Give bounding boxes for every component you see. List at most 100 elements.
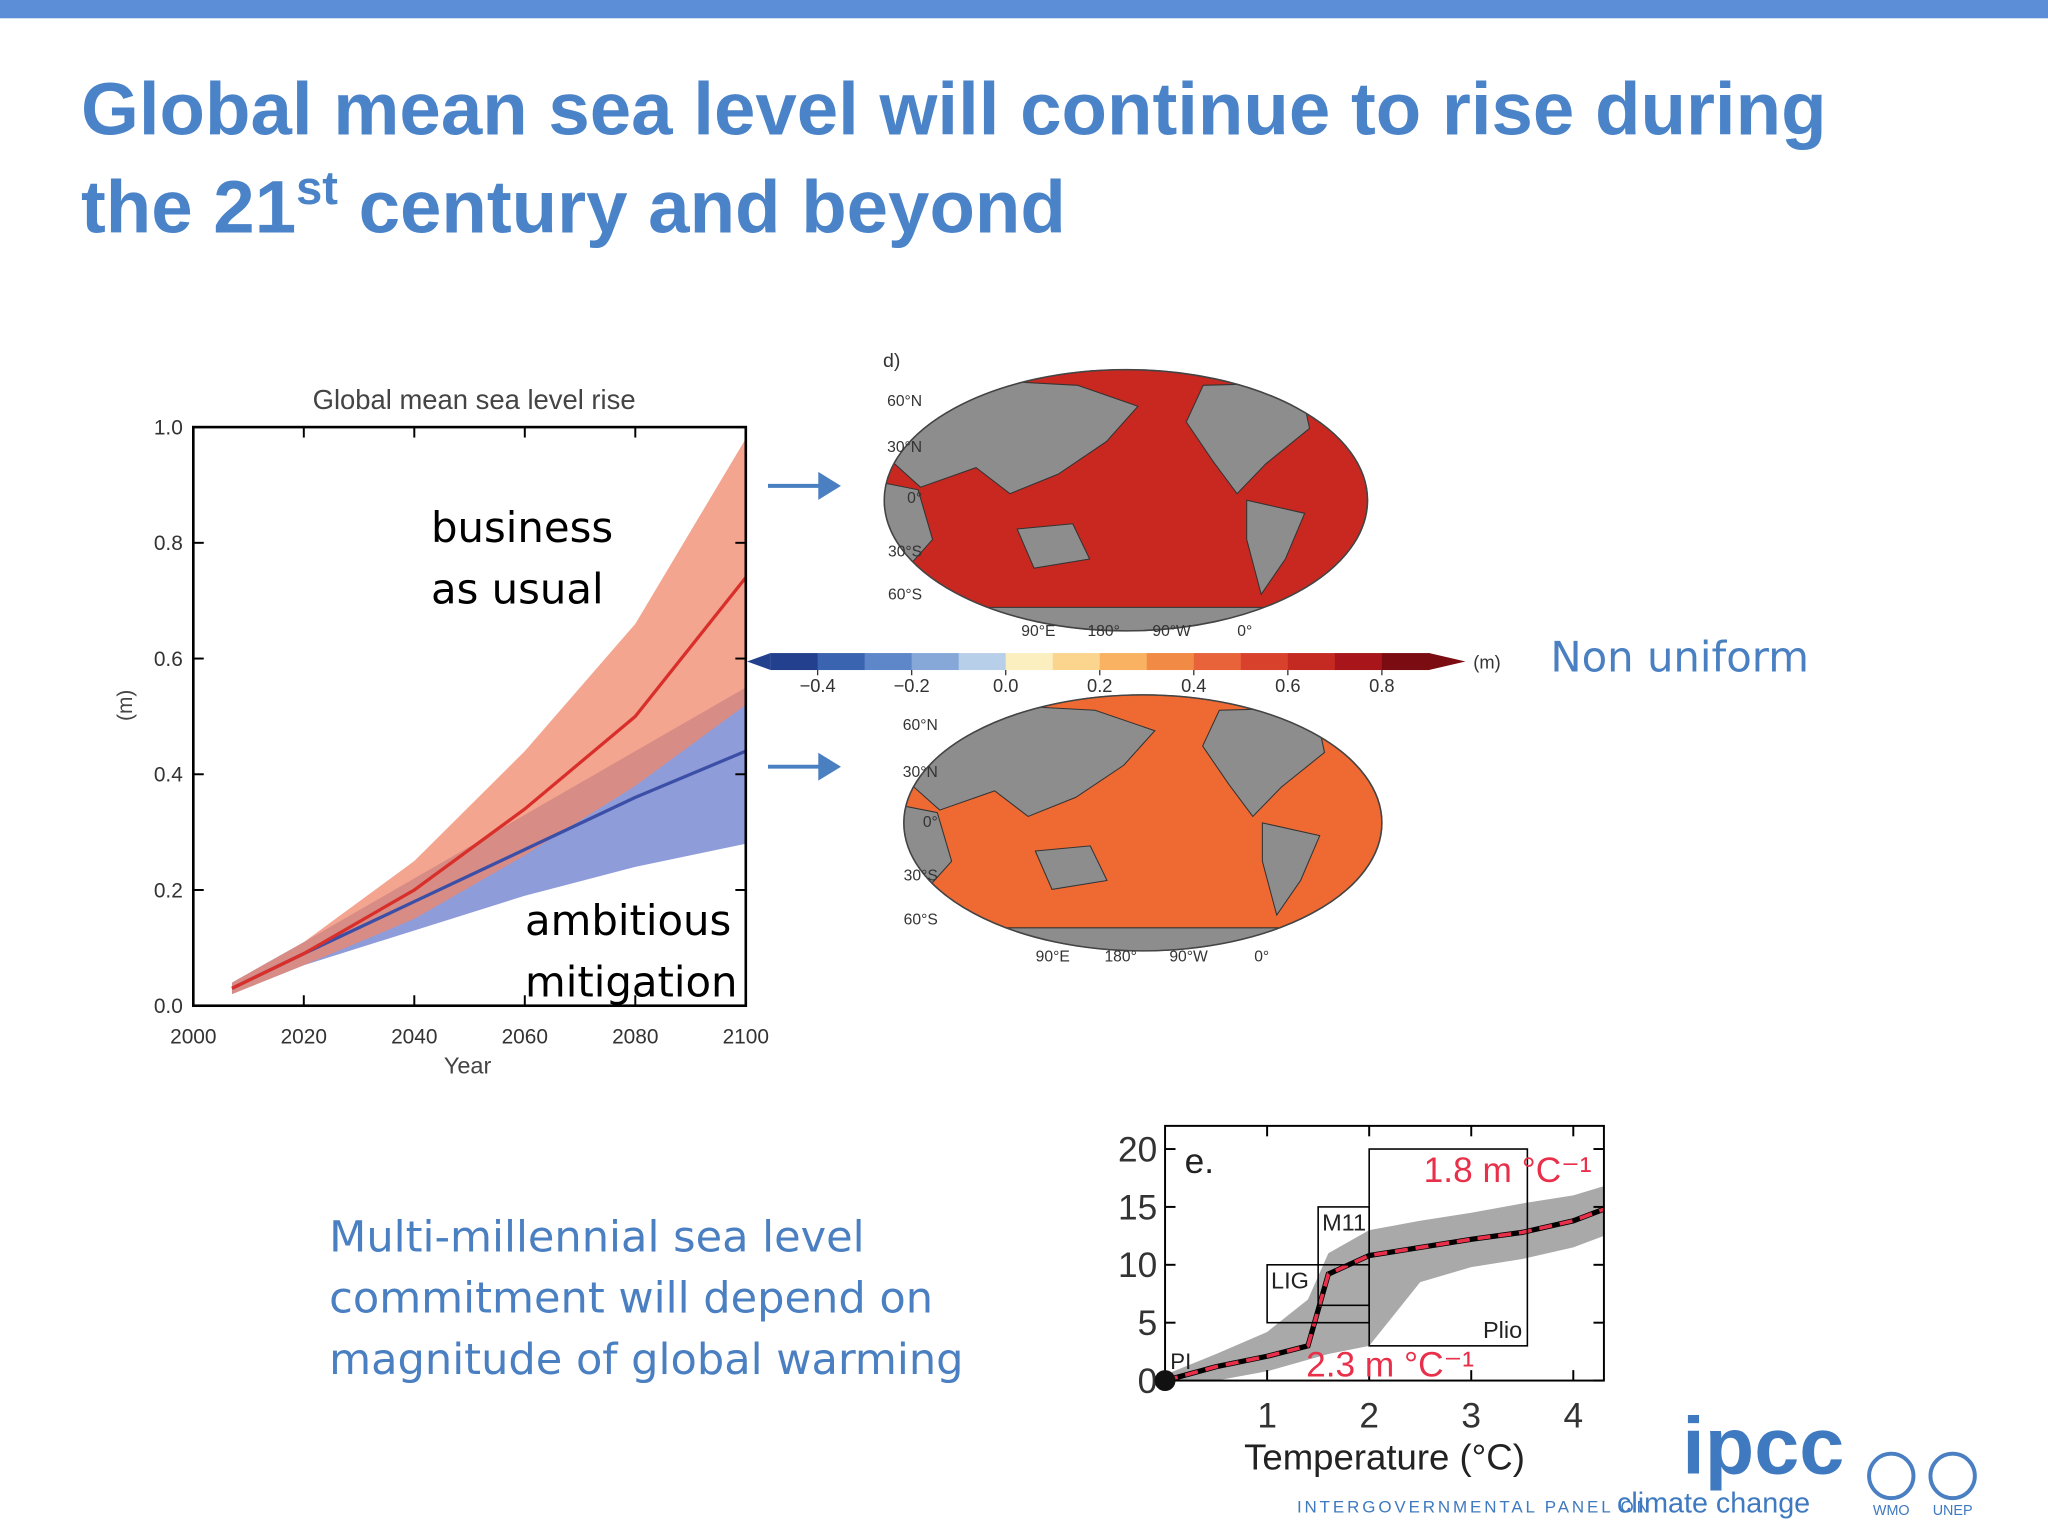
lat-label: 0° — [907, 490, 922, 507]
lon-label: 90°W — [1152, 623, 1191, 640]
rate-label: 1.8 m °C⁻¹ — [1424, 1151, 1592, 1190]
lat-label: 60°N — [903, 717, 938, 734]
lon-label: 180° — [1087, 623, 1119, 640]
colorbar-tick-label: 0.4 — [1181, 675, 1206, 696]
y-tick-label: 15 — [1118, 1188, 1157, 1227]
colorbar-segment — [1334, 653, 1383, 671]
arrow-head — [818, 752, 841, 781]
annotation: business — [431, 503, 613, 552]
partner-label: WMO — [1873, 1503, 1910, 1519]
y-tick-label: 10 — [1118, 1246, 1157, 1285]
chart: 2000 2020 2040 2060 2080 2100 0.0 0.2 0.4 0.6 0.8 1… — [114, 384, 769, 1079]
arrow-head — [818, 471, 841, 500]
continent — [884, 606, 1368, 631]
x-tick-label: 3 — [1461, 1397, 1481, 1436]
x-tick-label: 2020 — [281, 1026, 327, 1049]
line — [231, 576, 748, 990]
y-tick-label: 0.0 — [154, 995, 183, 1018]
y-tick-label: 1.0 — [154, 416, 183, 439]
line-dashed — [1164, 1207, 1605, 1383]
colorbar-arrow — [747, 653, 771, 671]
chart: 1 2 3 4 0 5 10 15 20 LIG M11 Plio PI e. 1.8 m °C⁻¹ 2.3 … — [1118, 1124, 1605, 1477]
x-tick-label: 2 — [1359, 1397, 1379, 1436]
colorbar-tick-label: −0.4 — [800, 675, 836, 696]
box-label: Plio — [1483, 1317, 1522, 1343]
y-tick-label: 0.6 — [154, 648, 183, 671]
lon-label: 90°E — [1021, 623, 1055, 640]
colorbar-segment — [1005, 653, 1054, 671]
colorbar-tick-label: 0.6 — [1275, 675, 1300, 696]
logo-mark: ipcc — [1682, 1401, 1844, 1491]
x-tick-label: 1 — [1257, 1397, 1277, 1436]
continent — [1308, 371, 1359, 418]
lat-label: 30°S — [888, 543, 922, 560]
x-tick-label: 2100 — [723, 1026, 769, 1049]
arrows — [767, 471, 841, 781]
point — [1154, 1370, 1176, 1392]
note-line: magnitude of global warming — [329, 1335, 963, 1385]
chart-title: Global mean sea level rise — [313, 384, 636, 415]
colorbar-arrow — [1428, 653, 1466, 671]
colorbar-segment — [958, 653, 1007, 671]
continent — [903, 927, 1382, 951]
lon-label: 180° — [1104, 948, 1136, 965]
title-line: the 21 — [81, 165, 296, 248]
note-line: commitment will depend on — [329, 1274, 933, 1324]
box-label: M11 — [1322, 1209, 1366, 1235]
x-tick-label: 2000 — [170, 1026, 216, 1049]
map-outline — [903, 694, 1383, 952]
colorbar-segment — [770, 653, 819, 671]
y-tick-label: 20 — [1118, 1130, 1157, 1169]
colorbar-segment — [1381, 653, 1430, 671]
y-tick-label: 5 — [1138, 1304, 1158, 1343]
y-tick-label: 0 — [1138, 1362, 1158, 1401]
y-tick-label: 0.4 — [154, 764, 183, 787]
lat-label: 60°S — [904, 912, 938, 929]
colorbar-tick-label: 0.0 — [993, 675, 1018, 696]
colorbar-segment — [911, 653, 960, 671]
lat-label: 60°S — [888, 587, 922, 604]
note-line: Multi-millennial sea level — [329, 1212, 865, 1262]
x-tick-label: 2060 — [502, 1026, 548, 1049]
title-superscript: st — [296, 161, 338, 214]
colorbar-segment — [1287, 653, 1336, 671]
x-axis-label: Year — [444, 1053, 492, 1079]
unep-emblem — [1928, 1451, 1977, 1501]
continent — [1246, 499, 1306, 596]
colorbar-segment — [1099, 653, 1148, 671]
x-tick-label: 2080 — [612, 1026, 658, 1049]
lat-label: 0° — [923, 814, 938, 831]
colorbar-segment — [864, 653, 913, 671]
x-tick-label: 4 — [1563, 1397, 1583, 1436]
colorbar-segment — [817, 653, 866, 671]
top-bar — [0, 0, 2048, 19]
y-tick-label: 0.8 — [154, 532, 183, 555]
colorbar-segment — [1193, 653, 1242, 671]
side-note: Non uniform — [1550, 632, 1809, 681]
continent — [1016, 523, 1091, 569]
annotation: mitigation — [525, 958, 737, 1007]
lon-label: 0° — [1254, 948, 1269, 965]
x-axis-label: Temperature (°C) — [1244, 1436, 1525, 1477]
lat-label: 30°S — [904, 867, 938, 884]
panel-label: e. — [1185, 1142, 1214, 1181]
y-tick-label: 0.2 — [154, 879, 183, 902]
panel-label: d) — [883, 350, 900, 372]
colorbar-tick-label: 0.8 — [1369, 675, 1394, 696]
colorbar-tick-label: −0.2 — [894, 675, 930, 696]
colorbar-segment — [1240, 653, 1289, 671]
title-line: Global mean sea level will continue to r… — [81, 68, 1827, 151]
colorbar-tick-label: 0.2 — [1087, 675, 1112, 696]
map-outline — [883, 368, 1369, 632]
logo-text: INTERGOVERNMENTAL PANEL ON — [1297, 1497, 1652, 1516]
logo-text: climate change — [1617, 1487, 1810, 1519]
lon-label: 0° — [1237, 623, 1252, 640]
y-axis-label: (m) — [114, 690, 137, 721]
lon-label: 90°W — [1169, 948, 1208, 965]
plot-frame — [192, 425, 748, 1008]
title-line: century and beyond — [338, 165, 1066, 248]
annotation: as usual — [431, 564, 604, 613]
lat-label: 60°N — [887, 393, 922, 410]
